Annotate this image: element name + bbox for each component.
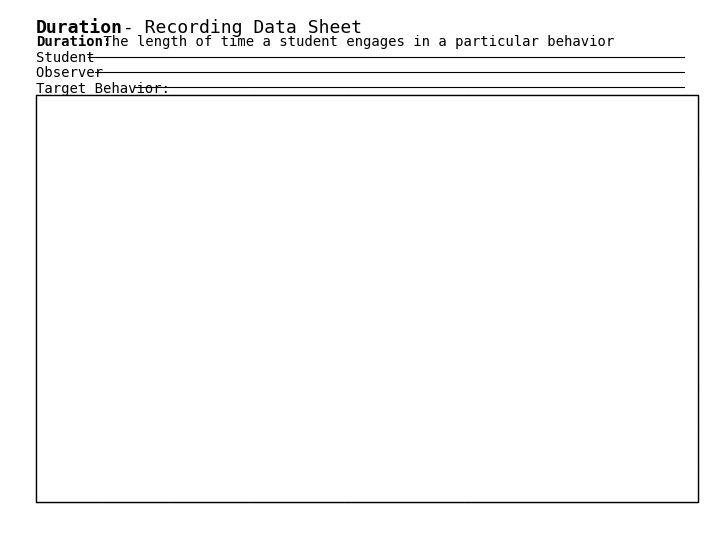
Text: Duration:: Duration:: [36, 35, 112, 49]
Text: 7: 7: [55, 366, 63, 379]
Text: Date: Date: [122, 118, 149, 127]
Text: - Recording Data Sheet: - Recording Data Sheet: [112, 19, 361, 37]
Text: Day and: Day and: [112, 98, 159, 108]
Text: 6: 6: [55, 329, 63, 342]
Text: 2: 2: [55, 180, 63, 193]
Text: Completion: Completion: [267, 118, 335, 127]
Text: Target Behavior:: Target Behavior:: [36, 82, 179, 96]
Text: Time of: Time of: [277, 98, 325, 108]
Text: Elapsed Time: Elapsed Time: [366, 98, 447, 108]
Text: 4: 4: [55, 254, 63, 267]
Text: Student: Student: [36, 51, 103, 65]
Text: Initiation: Initiation: [181, 118, 248, 127]
Text: Comments: Comments: [555, 108, 609, 118]
Text: 3: 3: [55, 218, 63, 231]
Text: Time of: Time of: [192, 98, 238, 108]
Text: 5: 5: [55, 292, 63, 305]
Text: The length of time a student engages in a particular behavior: The length of time a student engages in …: [95, 35, 614, 49]
Text: (Duration): (Duration): [373, 118, 441, 127]
Text: 9: 9: [55, 440, 63, 453]
Text: 8: 8: [55, 403, 63, 416]
Text: 10: 10: [51, 477, 66, 490]
Text: Duration: Duration: [36, 19, 123, 37]
Text: Observer: Observer: [36, 66, 112, 80]
Text: 1: 1: [55, 143, 63, 156]
